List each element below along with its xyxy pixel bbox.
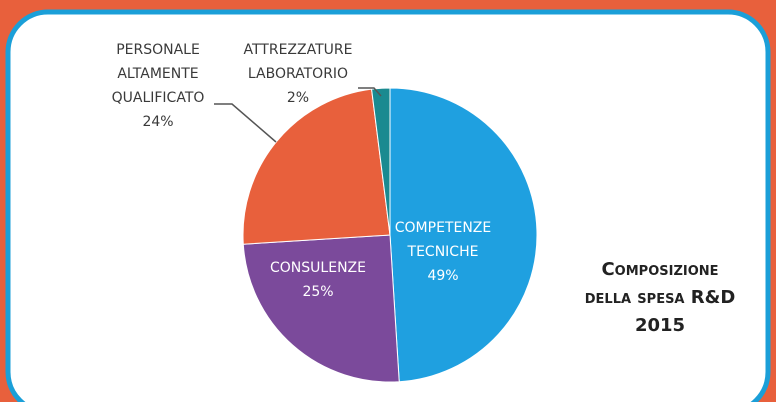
- pie-slice: [389, 87, 538, 383]
- leader-line: [358, 87, 382, 97]
- leader-line: [214, 103, 277, 143]
- slice-label: COMPETENZE TECNICHE: [395, 220, 491, 260]
- pie-slice: [371, 87, 391, 236]
- value-label: 49%: [427, 268, 458, 284]
- value-label: 2%: [287, 90, 309, 106]
- slice-label: PERSONALE ALTAMENTE QUALIFICATO: [112, 42, 205, 106]
- slice-label: CONSULENZE: [270, 260, 366, 276]
- pie-slice: [242, 234, 400, 383]
- chart-title: Composizione della spesa R&D 2015: [585, 259, 736, 336]
- pie-slice: [242, 88, 391, 245]
- value-label: 24%: [142, 114, 173, 130]
- value-label: 25%: [302, 284, 333, 300]
- slice-label: ATTREZZATURE LABORATORIO: [244, 42, 353, 82]
